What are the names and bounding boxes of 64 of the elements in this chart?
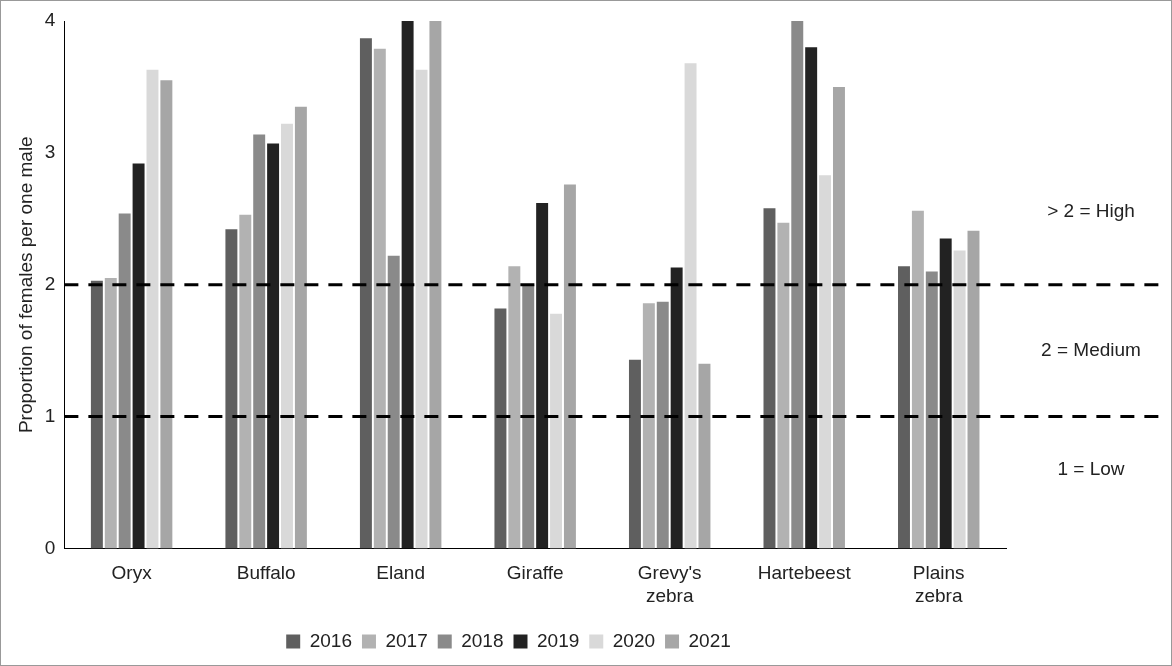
legend-label: 2017 bbox=[385, 629, 428, 651]
bar bbox=[401, 21, 414, 549]
bar bbox=[253, 134, 266, 549]
x-tick-label: Giraffe bbox=[506, 562, 564, 584]
bar bbox=[805, 47, 818, 549]
bar bbox=[684, 63, 697, 549]
bar bbox=[833, 86, 845, 549]
bar bbox=[160, 80, 173, 549]
legend-label: 2021 bbox=[688, 629, 731, 651]
bar bbox=[118, 213, 131, 549]
bar bbox=[763, 208, 776, 549]
legend-label: 2020 bbox=[612, 629, 656, 651]
x-tick-label: Hartebeest bbox=[757, 562, 852, 584]
y-tick-label: 4 bbox=[44, 9, 56, 31]
bar bbox=[373, 48, 386, 549]
bar bbox=[550, 313, 563, 549]
bar bbox=[628, 359, 641, 549]
bar bbox=[911, 210, 924, 549]
x-tick-label: Plains zebra bbox=[912, 562, 965, 606]
x-tick-label: Buffalo bbox=[236, 562, 296, 584]
y-tick-label: 0 bbox=[44, 536, 56, 558]
bar bbox=[415, 69, 428, 549]
bar bbox=[522, 284, 535, 549]
bar bbox=[132, 163, 145, 549]
bar bbox=[508, 266, 521, 549]
bar bbox=[494, 308, 507, 549]
bar bbox=[563, 184, 576, 549]
x-tick-label: Grevy's zebra bbox=[637, 562, 702, 606]
bar bbox=[294, 106, 307, 549]
bar bbox=[791, 21, 804, 549]
bar bbox=[670, 267, 683, 549]
bar bbox=[698, 363, 711, 549]
x-tick-label: Eland bbox=[376, 562, 425, 584]
legend-label: 2019 bbox=[537, 629, 580, 651]
bar bbox=[819, 175, 832, 549]
y-tick-label: 1 bbox=[44, 404, 56, 426]
bar bbox=[239, 214, 252, 549]
bar bbox=[387, 255, 400, 549]
bar bbox=[359, 38, 372, 549]
bar bbox=[656, 301, 669, 549]
bar bbox=[953, 250, 966, 549]
bar bbox=[225, 229, 238, 549]
text: > 2 = High bbox=[1047, 200, 1135, 222]
bar bbox=[898, 266, 910, 549]
bar bbox=[90, 280, 103, 549]
y-axis-title: Proportion of females per one male bbox=[14, 136, 36, 434]
bar bbox=[267, 143, 280, 549]
x-tick-label: Oryx bbox=[111, 562, 153, 584]
bar bbox=[642, 303, 655, 549]
bar bbox=[104, 278, 117, 549]
bar bbox=[925, 271, 938, 549]
bar bbox=[939, 238, 952, 549]
bar bbox=[536, 202, 549, 549]
text: 2 = Medium bbox=[1041, 338, 1141, 360]
bar bbox=[146, 69, 159, 549]
text: 1 = Low bbox=[1057, 457, 1125, 479]
y-tick-label: 2 bbox=[44, 272, 56, 294]
bar bbox=[281, 123, 293, 549]
bar bbox=[967, 230, 980, 549]
bar bbox=[777, 222, 790, 549]
bar bbox=[429, 21, 442, 549]
y-tick-label: 3 bbox=[44, 141, 56, 163]
legend-label: 2016 bbox=[309, 629, 352, 651]
legend-label: 2018 bbox=[461, 629, 504, 651]
